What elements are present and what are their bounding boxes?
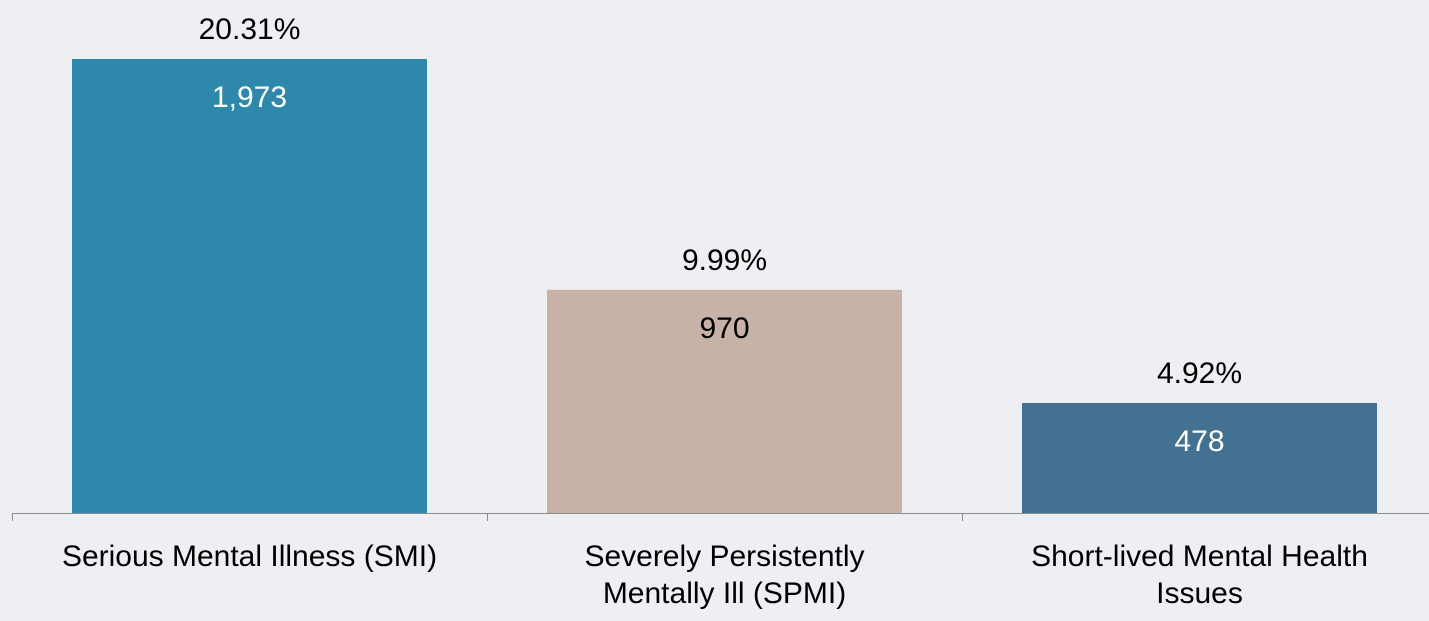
count-label-3: 478 bbox=[1174, 425, 1224, 458]
bars-group bbox=[72, 59, 1377, 513]
category-label-3: Short-lived Mental Health Issues bbox=[1031, 540, 1368, 610]
percent-label-2: 9.99% bbox=[682, 244, 767, 277]
count-label-2: 970 bbox=[699, 312, 749, 345]
bar-2 bbox=[547, 289, 902, 513]
count-label-1: 1,973 bbox=[212, 81, 287, 114]
labels-group: 20.31% 1,973 Serious Mental Illness (SMI) 9… bbox=[62, 13, 1368, 610]
bar-3 bbox=[1022, 403, 1377, 513]
x-axis bbox=[12, 513, 1429, 521]
percent-label-3: 4.92% bbox=[1157, 357, 1242, 390]
category-label-1: Serious Mental Illness (SMI) bbox=[62, 540, 437, 573]
category-label-2: Severely Persistently Mentally Ill (SPMI) bbox=[584, 540, 864, 610]
percent-label-1: 20.31% bbox=[199, 13, 301, 46]
bar-1 bbox=[72, 59, 427, 513]
